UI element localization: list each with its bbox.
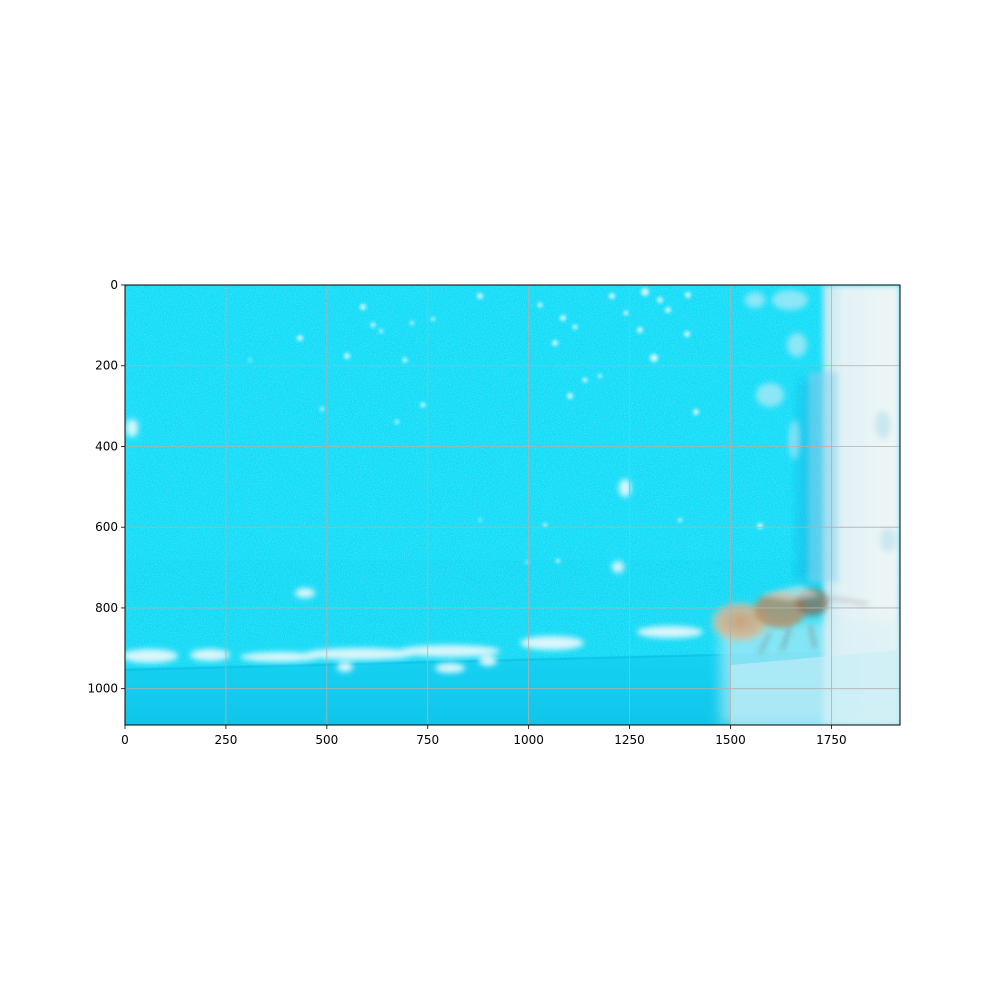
y-tick-label: 0 [110, 278, 118, 292]
reflection [730, 650, 900, 725]
ledge-edge [125, 654, 721, 671]
x-axis: 0 250 500 750 1000 1250 1500 1750 [121, 725, 847, 747]
x-tick-label: 1000 [513, 733, 544, 747]
x-tick-label: 1500 [715, 733, 746, 747]
x-tick-label: 500 [315, 733, 338, 747]
y-tick-label: 200 [95, 359, 118, 373]
y-tick-label: 400 [95, 439, 118, 453]
y-axis: 0 200 400 600 800 1000 [87, 278, 125, 696]
photo-image [125, 285, 900, 725]
x-tick-label: 250 [214, 733, 237, 747]
axes-frame [124, 284, 901, 726]
wax-streaks [125, 419, 703, 673]
x-tick-label: 750 [416, 733, 439, 747]
x-tick-label: 1750 [816, 733, 847, 747]
y-tick-label: 1000 [87, 682, 118, 696]
y-tick-label: 600 [95, 520, 118, 534]
x-tick-label: 0 [121, 733, 129, 747]
y-tick-label: 800 [95, 601, 118, 615]
bee [708, 585, 869, 655]
ledge [125, 650, 900, 725]
speckles [248, 288, 763, 564]
x-tick-label: 1250 [614, 733, 645, 747]
